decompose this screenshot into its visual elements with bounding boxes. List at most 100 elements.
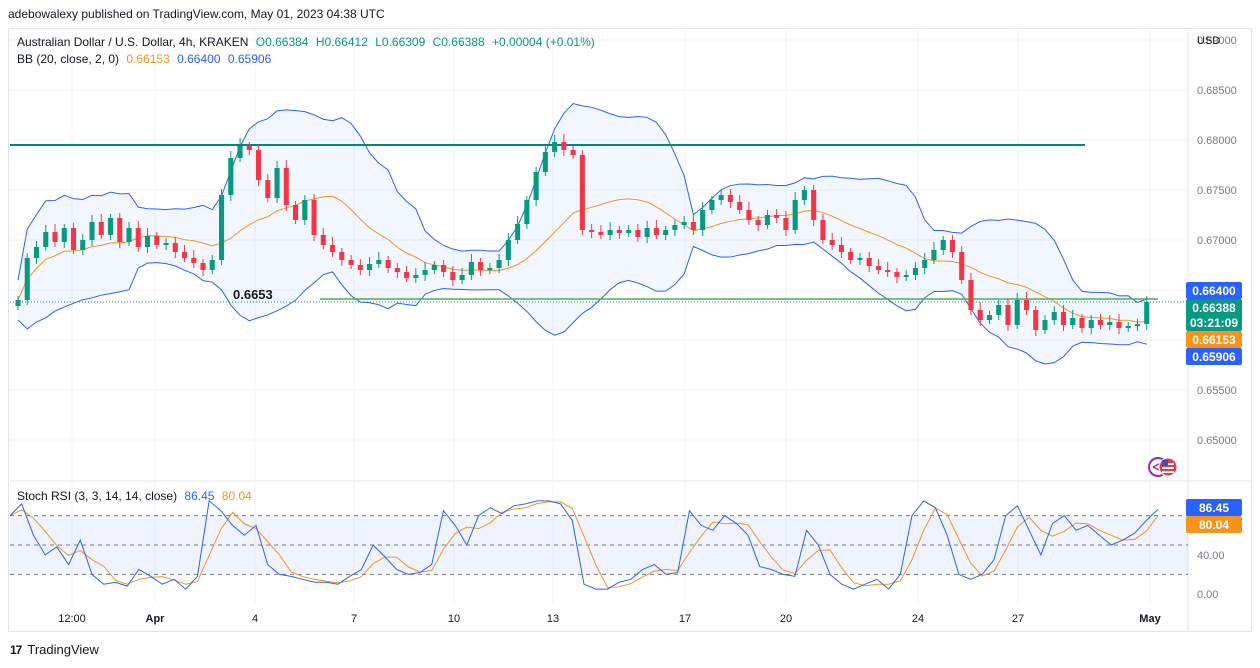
candle-body [246, 146, 252, 150]
upper-band-tag-bg [1186, 282, 1242, 299]
tradingview-logo-icon: 17 [10, 642, 22, 657]
candle-body [1144, 302, 1150, 324]
candle-body [357, 265, 363, 270]
candle-body [1097, 320, 1104, 325]
bb-lower-value: 0.65906 [227, 52, 272, 66]
rsi-band-layer [10, 515, 1188, 575]
bb-upper-value: 0.66400 [177, 52, 221, 66]
candle-body [219, 195, 225, 260]
candle-body [1134, 324, 1141, 326]
price-tick-label: 0.68500 [1197, 85, 1237, 97]
candle-body [1005, 305, 1011, 325]
horizontal-lines-layer: 0.6653 [10, 144, 1188, 303]
time-tick-label: Apr [146, 613, 166, 625]
candle-body [977, 310, 983, 320]
currency-flag-icon [1148, 457, 1178, 477]
main-legend: Australian Dollar / U.S. Dollar, 4h, KRA… [17, 35, 599, 49]
candle-body [644, 228, 650, 237]
candle-body [24, 258, 30, 300]
rsi-legend: Stoch RSI (3, 3, 14, 14, close) 86.45 80… [17, 489, 256, 503]
candle-body [478, 262, 484, 270]
candle-body [61, 228, 67, 242]
basis-tag: 0.66153 [1186, 331, 1242, 348]
candle-body [487, 268, 493, 270]
candle-body [968, 280, 974, 310]
candle-body [450, 272, 456, 280]
last-price-tag-text: 03:21:09 [1190, 316, 1238, 330]
candle-body [33, 247, 40, 258]
candle-body [200, 263, 206, 270]
legend-high: H0.66412 [315, 35, 368, 49]
candle-body [755, 220, 761, 225]
candle-body [385, 260, 391, 268]
candle-body [718, 195, 724, 200]
candle-body [1088, 320, 1094, 328]
candle-body [940, 240, 946, 250]
candle-body [468, 262, 474, 275]
candle-body [70, 228, 77, 250]
rsi-d-value: 80.04 [221, 489, 252, 503]
candle-body [663, 230, 669, 235]
candle-body [256, 150, 262, 180]
candle-body [542, 152, 548, 172]
bb-legend: BB (20, close, 2, 0) 0.66153 0.66400 0.6… [17, 52, 275, 66]
price-tick-label: 0.69000 [1197, 35, 1237, 47]
candle-body [394, 268, 400, 272]
time-tick-label: 4 [252, 613, 258, 625]
rsi-tick-label: 0.00 [1197, 589, 1218, 601]
support-annotation: 0.6653 [233, 287, 273, 302]
candle-body [829, 240, 835, 245]
candle-body [598, 232, 604, 235]
candle-body [931, 250, 937, 260]
candle-body [89, 222, 95, 240]
bb-basis-value: 0.66153 [126, 52, 170, 66]
candle-body [986, 315, 993, 320]
price-tick-label: 0.68000 [1197, 135, 1237, 147]
rsi-k-line [9, 499, 1159, 590]
candle-body [80, 240, 86, 250]
candle-body [607, 230, 613, 235]
candle-body [126, 228, 132, 242]
candle-body [1051, 312, 1057, 320]
chart-frame [8, 28, 1252, 632]
lower-band-tag: 0.65906 [1186, 348, 1242, 365]
candle-body [1116, 322, 1122, 328]
time-tick-label: 13 [547, 613, 559, 625]
candle-body [265, 180, 271, 198]
lower-band-tag-bg [1186, 348, 1242, 365]
time-tick-label: 7 [351, 613, 357, 625]
candle-body [228, 158, 234, 195]
candle-body [459, 275, 465, 280]
candle-body [792, 200, 798, 230]
candle-body [422, 270, 428, 275]
candle-body [579, 155, 585, 230]
candle-body [690, 222, 696, 230]
candle-body [43, 232, 49, 247]
candle-body [524, 200, 530, 224]
candle-body [959, 252, 965, 280]
candle-body [811, 190, 817, 220]
candle-body [413, 275, 419, 278]
candle-body [616, 230, 622, 233]
candle-body [52, 232, 58, 242]
candle-body [163, 243, 169, 245]
footer-brand: TradingView [27, 642, 99, 657]
legend-change: +0.00004 (+0.01%) [492, 35, 595, 49]
legend-open: O0.66384 [255, 35, 309, 49]
time-tick-label: 12:00 [58, 613, 86, 625]
candle-body [996, 305, 1002, 315]
time-tick-label: May [1139, 613, 1161, 625]
price-tick-label: 0.67500 [1197, 185, 1237, 197]
lower-band-tag-text: 0.65906 [1192, 350, 1236, 364]
candle-body [653, 228, 659, 235]
candle-body [885, 270, 891, 272]
candle-body [117, 218, 123, 242]
basis-tag-text: 0.66153 [1192, 333, 1236, 347]
price-tick-label: 0.67000 [1197, 235, 1237, 247]
footer: 17 TradingView [10, 642, 99, 657]
candle-body [441, 265, 447, 272]
rsi-d-tag: 80.04 [1186, 516, 1242, 533]
candle-body [515, 224, 521, 240]
